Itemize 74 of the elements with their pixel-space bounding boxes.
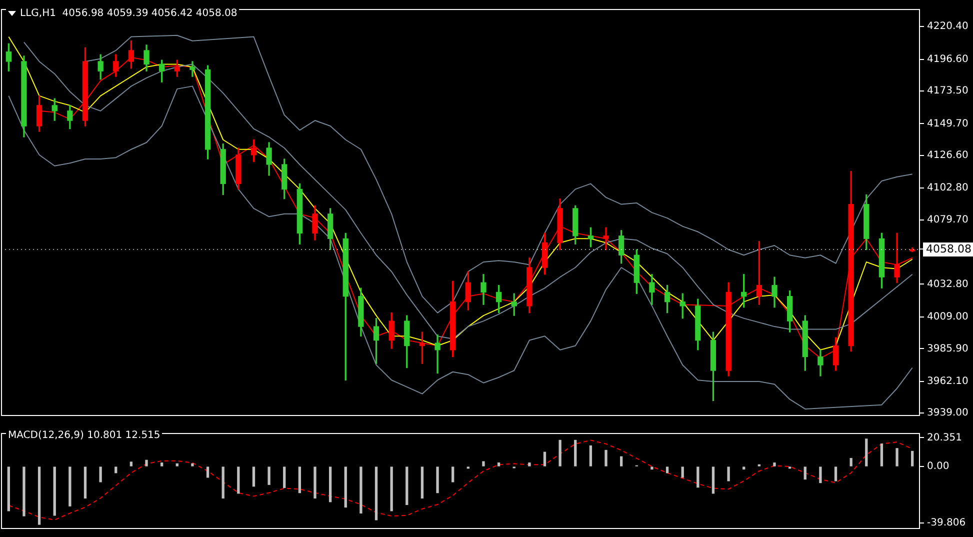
bar — [727, 466, 730, 482]
y-tick-label: 4032.80 — [927, 278, 968, 290]
y-tick-label: 4149.70 — [927, 118, 968, 130]
bar — [558, 440, 562, 466]
bar — [911, 450, 914, 466]
bar — [176, 463, 178, 466]
bar — [191, 463, 194, 466]
y-tick-label: 3985.90 — [927, 343, 968, 354]
bar — [145, 460, 148, 466]
bar — [38, 466, 41, 525]
bar — [650, 466, 654, 470]
ref-line-label: 4058.08 — [926, 242, 972, 256]
y-tick-label: 4196.60 — [927, 54, 968, 65]
bar — [7, 466, 10, 512]
bar — [773, 462, 776, 466]
bar — [528, 462, 531, 466]
bar — [222, 466, 224, 498]
bar — [328, 466, 332, 502]
y-tick-label: 4102.80 — [927, 182, 968, 194]
bar — [390, 466, 393, 512]
bar — [819, 466, 822, 484]
bar — [896, 448, 898, 466]
y-tick-label: 4220.40 — [927, 21, 968, 32]
bar — [712, 466, 715, 494]
bar — [160, 462, 164, 466]
bar — [574, 440, 577, 466]
bar — [130, 462, 133, 466]
bar — [298, 466, 302, 494]
bar — [482, 461, 485, 466]
bar — [22, 466, 26, 516]
bar — [666, 466, 669, 474]
line-series — [8, 440, 913, 520]
chart-title: LLG,H1 4056.98 4059.39 4056.42 4058.08 — [20, 8, 238, 19]
bar — [497, 462, 500, 466]
bar — [604, 450, 608, 466]
bar — [237, 466, 240, 494]
bar — [436, 466, 439, 494]
bar — [420, 466, 424, 498]
bar — [452, 466, 454, 482]
bar — [681, 466, 684, 478]
bar — [589, 445, 592, 466]
bar — [804, 466, 806, 480]
bar — [543, 452, 546, 466]
bar — [268, 466, 270, 485]
y-tick-label: 0.00 — [927, 461, 950, 472]
y-tick-label: 3962.10 — [927, 376, 968, 387]
y-tick-label: 4126.60 — [927, 150, 968, 162]
bar — [360, 466, 362, 514]
y-tick-label: 4009.00 — [927, 312, 968, 323]
y-tick-label: 20.351 — [927, 432, 962, 444]
bar — [742, 466, 746, 470]
bar — [114, 466, 118, 474]
bar — [850, 458, 852, 466]
bar — [314, 466, 316, 498]
y-tick-label: -39.806 — [927, 517, 966, 528]
y-tick-label: 4173.50 — [927, 86, 968, 97]
bar — [283, 466, 286, 488]
bar — [834, 466, 838, 482]
bar — [252, 466, 256, 487]
bar — [374, 466, 378, 520]
bar — [68, 466, 72, 506]
bar — [99, 466, 102, 482]
bar — [406, 466, 408, 506]
bar — [865, 438, 868, 466]
y-tick-label: 3939.00 — [927, 408, 968, 419]
bar — [344, 466, 347, 508]
y-tick-label: 4079.70 — [927, 214, 968, 226]
bar — [880, 444, 884, 466]
bar — [696, 466, 700, 488]
chart-title: MACD(12,26,9) 10.801 12.515 — [8, 430, 160, 441]
bar — [53, 466, 56, 516]
bar — [206, 466, 210, 478]
bar — [620, 456, 623, 466]
bar — [84, 466, 87, 498]
